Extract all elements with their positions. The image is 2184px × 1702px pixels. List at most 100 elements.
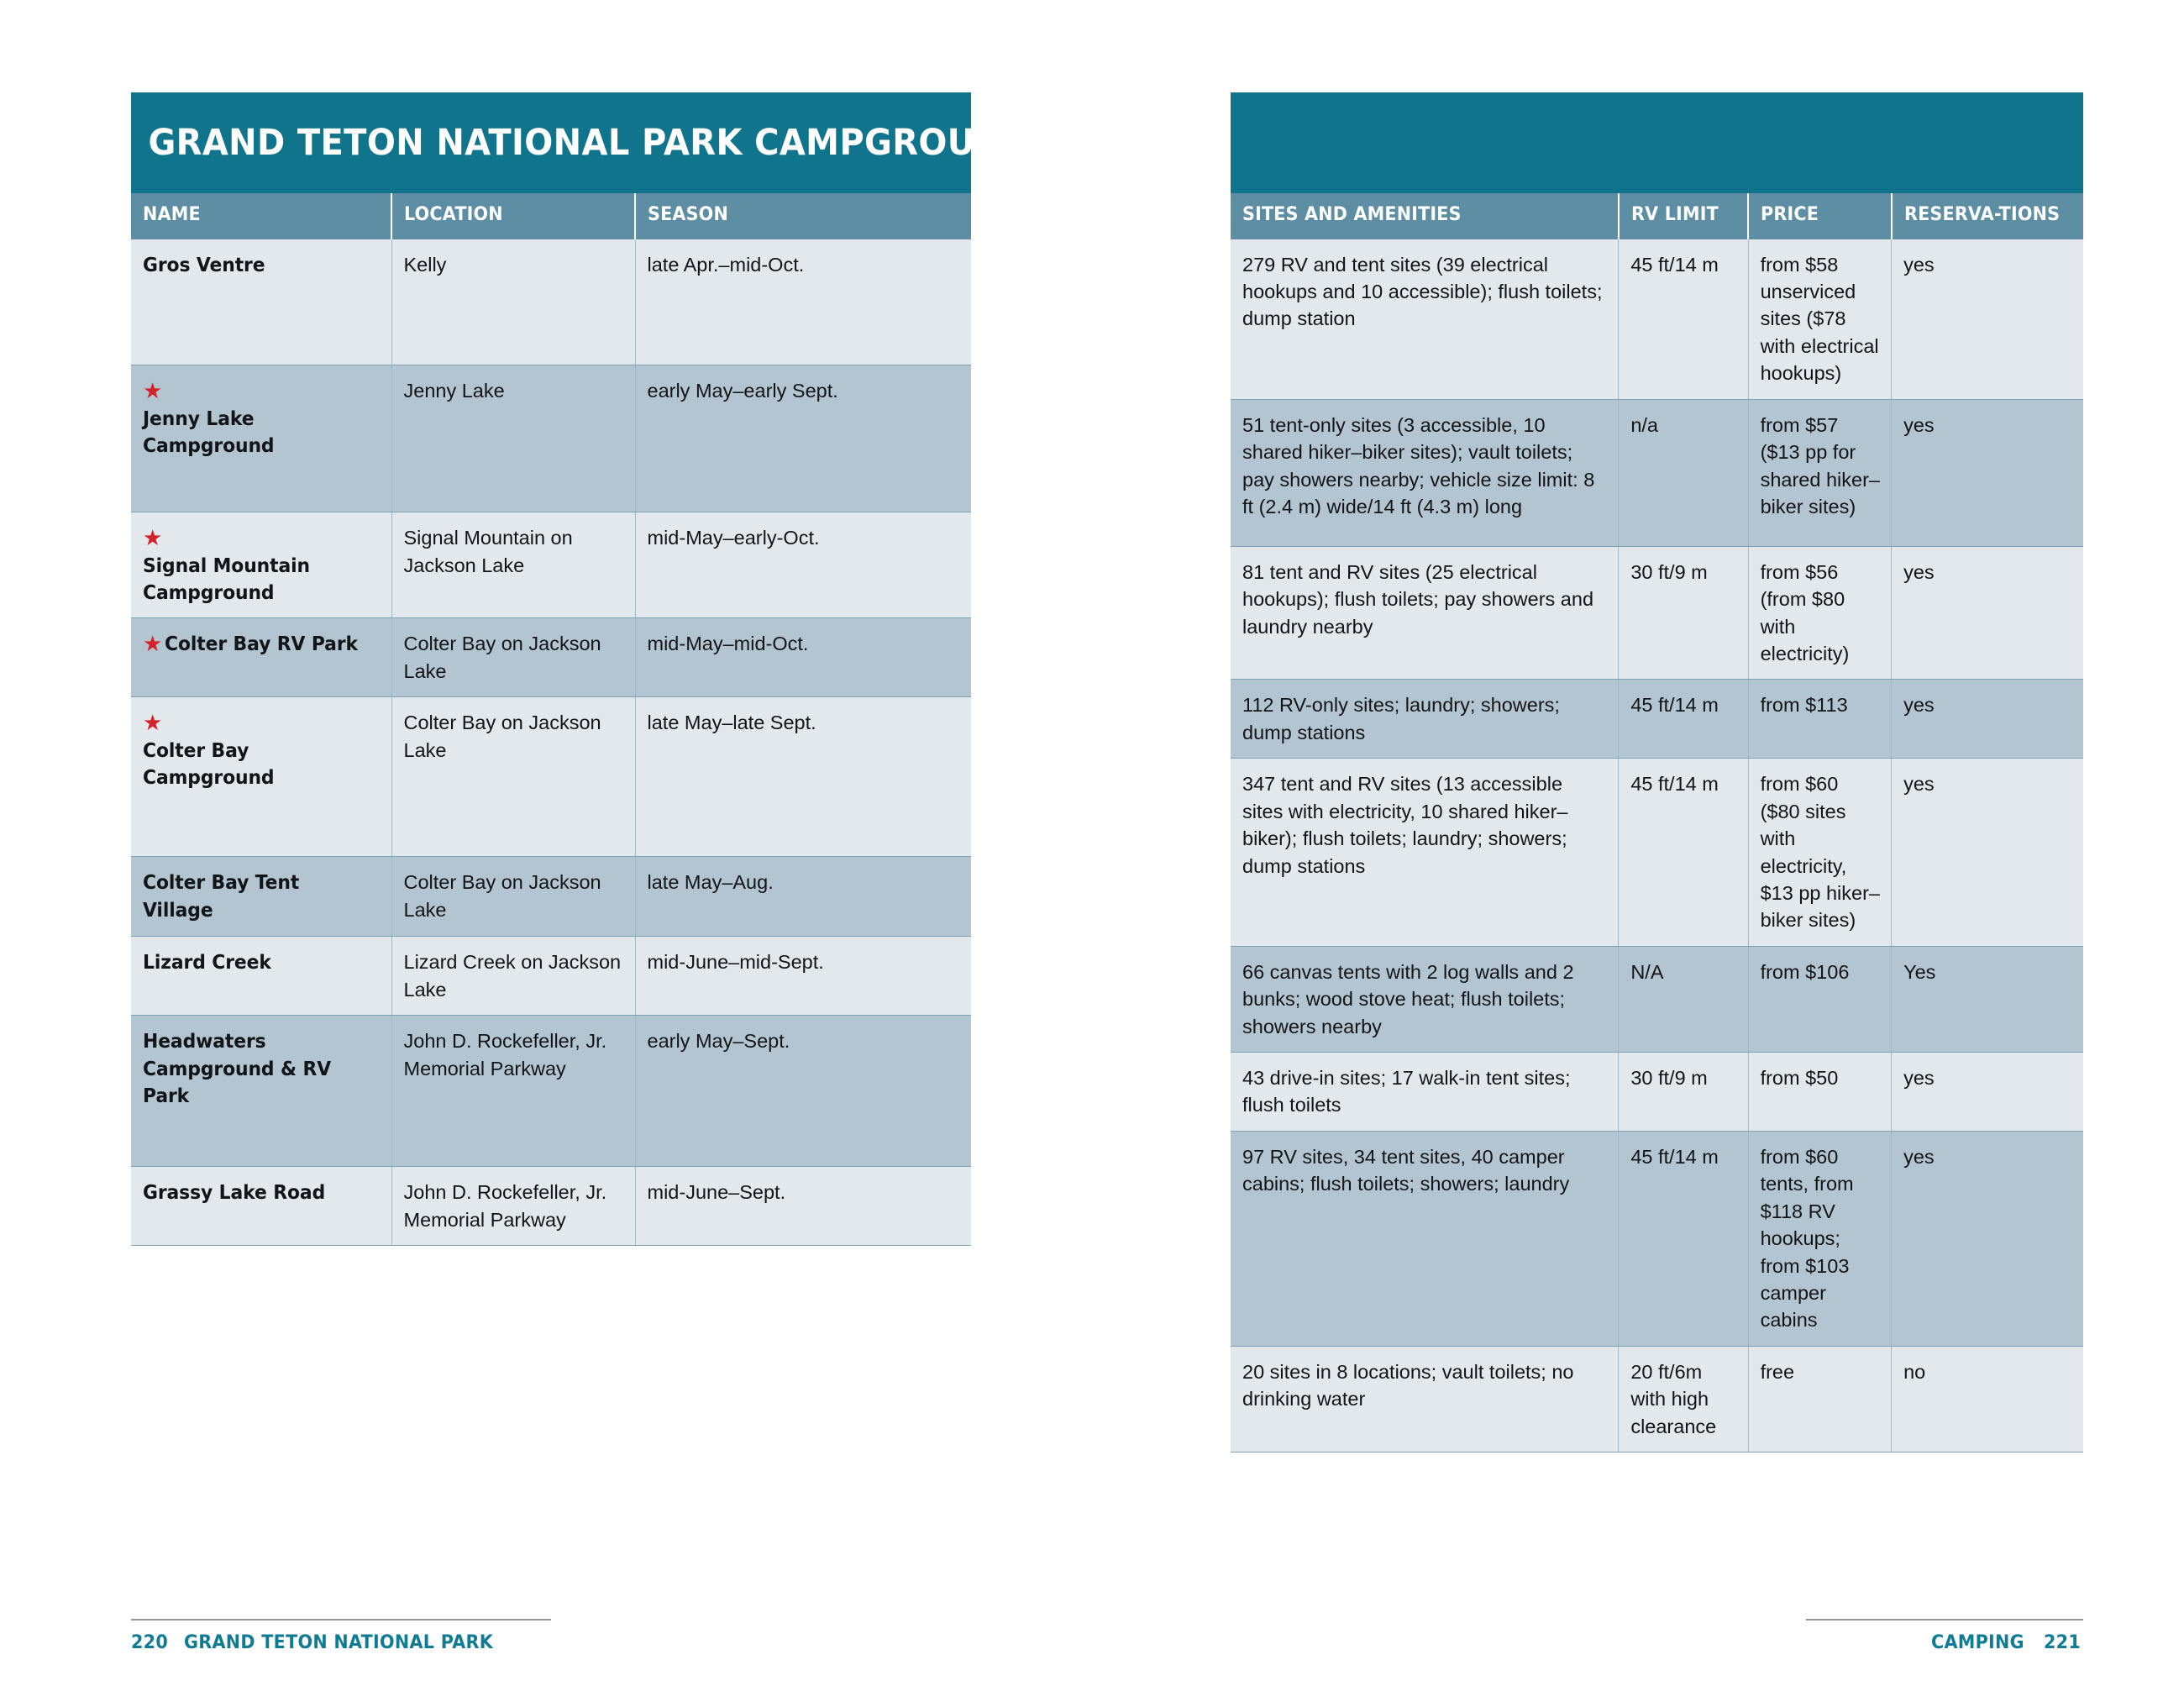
- footer-rule: [1806, 1619, 2083, 1621]
- reservations-cell: yes: [1891, 1052, 2083, 1132]
- table-row: 97 RV sites, 34 tent sites, 40 camper ca…: [1231, 1131, 2083, 1347]
- campground-name-cell: ★Jenny Lake Campground: [131, 365, 392, 513]
- right-page: SITES AND AMENITIES RV LIMIT PRICE RESER…: [1092, 0, 2184, 1702]
- column-header-price: PRICE: [1748, 193, 1893, 239]
- table-row: ★Jenny Lake Campground Jenny Lake early …: [131, 365, 971, 513]
- campgrounds-title-banner-continued: [1231, 92, 2083, 193]
- sites-amenities-cell: 97 RV sites, 34 tent sites, 40 camper ca…: [1231, 1131, 1620, 1347]
- column-header-location: LOCATION: [391, 193, 636, 239]
- campground-name-cell: ★ Colter Bay RV Park: [131, 617, 392, 698]
- sites-amenities-cell: 43 drive-in sites; 17 walk-in tent sites…: [1231, 1052, 1620, 1132]
- footer-page-number: 220: [131, 1632, 169, 1653]
- campground-name-cell: Headwaters Campground & RV Park: [131, 1015, 392, 1168]
- column-header-season: SEASON: [635, 193, 971, 239]
- column-header-sites-and-amenities: SITES AND AMENITIES: [1231, 193, 1620, 239]
- campground-location-cell: Kelly: [391, 239, 636, 366]
- campgrounds-table-left: NAME LOCATION SEASON Gros Ventre Kelly l…: [131, 193, 971, 1246]
- right-page-footer: CAMPING 221: [1722, 1619, 2083, 1653]
- price-cell: from $106: [1748, 946, 1893, 1053]
- rv-limit-cell: 45 ft/14 m: [1618, 239, 1749, 400]
- campground-location-cell: John D. Rockefeller, Jr. Memorial Parkwa…: [391, 1166, 636, 1246]
- campground-name-cell: Gros Ventre: [131, 239, 392, 366]
- sites-amenities-cell: 66 canvas tents with 2 log walls and 2 b…: [1231, 946, 1620, 1053]
- price-cell: from $58 unserviced sites ($78 with elec…: [1748, 239, 1893, 400]
- rv-limit-cell: 30 ft/9 m: [1618, 1052, 1749, 1132]
- sites-amenities-cell: 279 RV and tent sites (39 electrical hoo…: [1231, 239, 1620, 400]
- star-icon: ★: [143, 526, 163, 552]
- table-row: Gros Ventre Kelly late Apr.–mid-Oct.: [131, 239, 971, 366]
- rv-limit-cell: 45 ft/14 m: [1618, 758, 1749, 947]
- table-row: ★ Colter Bay RV Park Colter Bay on Jackso…: [131, 617, 971, 698]
- reservations-cell: yes: [1891, 758, 2083, 947]
- price-cell: from $113: [1748, 679, 1893, 759]
- campground-season-cell: late May–Aug.: [635, 856, 971, 938]
- reservations-cell: yes: [1891, 399, 2083, 547]
- rv-limit-cell: 45 ft/14 m: [1618, 679, 1749, 759]
- left-page-footer: 220 GRAND TETON NATIONAL PARK: [131, 1619, 551, 1653]
- column-header-reservations: RESERVA-TIONS: [1891, 193, 2083, 239]
- table-row: 20 sites in 8 locations; vault toilets; …: [1231, 1346, 2083, 1453]
- campground-season-cell: mid-June–mid-Sept.: [635, 936, 971, 1016]
- price-cell: free: [1748, 1346, 1893, 1453]
- sites-amenities-cell: 347 tent and RV sites (13 accessible sit…: [1231, 758, 1620, 947]
- campground-location-cell: Colter Bay on Jackson Lake: [391, 856, 636, 938]
- page-title: GRAND TETON NATIONAL PARK CAMPGROUNDS: [148, 122, 1057, 164]
- table-row: Colter Bay Tent Village Colter Bay on Ja…: [131, 856, 971, 938]
- campground-location-cell: Colter Bay on Jackson Lake: [391, 696, 636, 858]
- campgrounds-table-right: SITES AND AMENITIES RV LIMIT PRICE RESER…: [1231, 193, 2083, 1453]
- sites-amenities-cell: 20 sites in 8 locations; vault toilets; …: [1231, 1346, 1620, 1453]
- campground-season-cell: mid-May–mid-Oct.: [635, 617, 971, 698]
- table-header-row: SITES AND AMENITIES RV LIMIT PRICE RESER…: [1231, 193, 2083, 239]
- rv-limit-cell: 45 ft/14 m: [1618, 1131, 1749, 1347]
- reservations-cell: Yes: [1891, 946, 2083, 1053]
- footer-section-label: GRAND TETON NATIONAL PARK: [183, 1632, 493, 1653]
- sites-amenities-cell: 51 tent-only sites (3 accessible, 10 sha…: [1231, 399, 1620, 547]
- campground-location-cell: Jenny Lake: [391, 365, 636, 513]
- campground-season-cell: late Apr.–mid-Oct.: [635, 239, 971, 366]
- reservations-cell: no: [1891, 1346, 2083, 1453]
- rv-limit-cell: 20 ft/6m with high clearance: [1618, 1346, 1749, 1453]
- star-icon: ★: [143, 711, 163, 737]
- left-page: GRAND TETON NATIONAL PARK CAMPGROUNDS NA…: [131, 92, 1057, 1653]
- campground-season-cell: early May–Sept.: [635, 1015, 971, 1168]
- reservations-cell: yes: [1891, 546, 2083, 680]
- price-cell: from $56 (from $80 with electricity): [1748, 546, 1893, 680]
- campground-season-cell: mid-June–Sept.: [635, 1166, 971, 1246]
- rv-limit-cell: N/A: [1618, 946, 1749, 1053]
- campground-name-cell: ★Signal Mountain Campground: [131, 512, 392, 619]
- campground-season-cell: late May–late Sept.: [635, 696, 971, 858]
- table-row: Headwaters Campground & RV Park John D. …: [131, 1015, 971, 1168]
- rv-limit-cell: n/a: [1618, 399, 1749, 547]
- star-icon: ★: [143, 379, 163, 405]
- price-cell: from $50: [1748, 1052, 1893, 1132]
- campground-location-cell: Colter Bay on Jackson Lake: [391, 617, 636, 698]
- sites-amenities-cell: 81 tent and RV sites (25 electrical hook…: [1231, 546, 1620, 680]
- campground-location-cell: Signal Mountain on Jackson Lake: [391, 512, 636, 619]
- price-cell: from $60 ($80 sites with electricity, $1…: [1748, 758, 1893, 947]
- table-row: 51 tent-only sites (3 accessible, 10 sha…: [1231, 399, 2083, 547]
- table-row: 347 tent and RV sites (13 accessible sit…: [1231, 758, 2083, 947]
- reservations-cell: yes: [1891, 679, 2083, 759]
- rv-limit-cell: 30 ft/9 m: [1618, 546, 1749, 680]
- price-cell: from $60 tents, from $118 RV hookups; fr…: [1748, 1131, 1893, 1347]
- table-row: 279 RV and tent sites (39 electrical hoo…: [1231, 239, 2083, 400]
- table-row: ★Signal Mountain Campground Signal Mount…: [131, 512, 971, 619]
- table-row: ★Colter Bay Campground Colter Bay on Jac…: [131, 696, 971, 858]
- campground-name-cell: Lizard Creek: [131, 936, 392, 1016]
- campground-name-cell: Colter Bay Tent Village: [131, 856, 392, 938]
- star-icon: ★: [143, 632, 163, 658]
- campground-season-cell: early May–early Sept.: [635, 365, 971, 513]
- table-header-row: NAME LOCATION SEASON: [131, 193, 971, 239]
- price-cell: from $57 ($13 pp for shared hiker–biker …: [1748, 399, 1893, 547]
- footer-rule: [131, 1619, 551, 1621]
- table-row: Lizard Creek Lizard Creek on Jackson Lak…: [131, 936, 971, 1016]
- footer-section-label: CAMPING: [1931, 1632, 2025, 1653]
- footer-page-number: 221: [2044, 1632, 2082, 1653]
- campground-location-cell: John D. Rockefeller, Jr. Memorial Parkwa…: [391, 1015, 636, 1168]
- table-row: Grassy Lake Road John D. Rockefeller, Jr…: [131, 1166, 971, 1246]
- table-row: 112 RV-only sites; laundry; showers; dum…: [1231, 679, 2083, 759]
- campground-name-cell: Grassy Lake Road: [131, 1166, 392, 1246]
- reservations-cell: yes: [1891, 239, 2083, 400]
- table-row: 66 canvas tents with 2 log walls and 2 b…: [1231, 946, 2083, 1053]
